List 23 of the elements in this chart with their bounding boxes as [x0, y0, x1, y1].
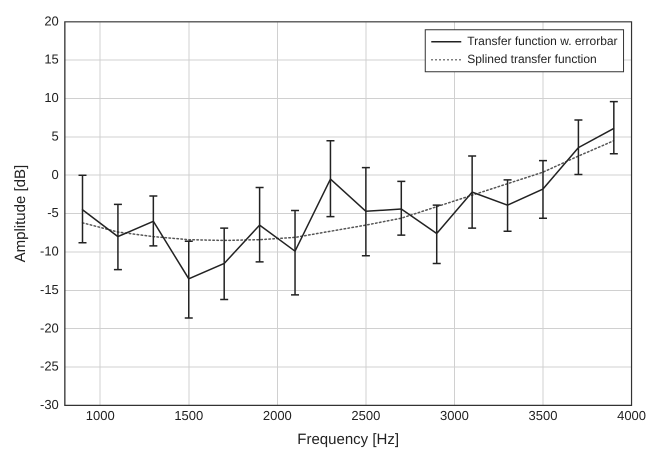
x-axis-title: Frequency [Hz]: [297, 431, 400, 448]
y-tick-label: -15: [40, 282, 59, 297]
y-tick-label: -20: [40, 320, 59, 336]
legend-label: Transfer function w. errorbar: [467, 34, 618, 48]
x-tick-label: 3000: [440, 408, 469, 423]
legend-label: Splined transfer function: [467, 52, 597, 66]
y-tick-label: -30: [40, 396, 59, 412]
x-tick-label: 4000: [617, 408, 646, 423]
y-tick-label: -10: [40, 244, 59, 259]
y-tick-label: 5: [52, 128, 59, 144]
y-tick-label: -5: [47, 205, 59, 220]
y-axis-title: Amplitude [dB]: [12, 164, 30, 262]
x-tick-label: 2000: [262, 408, 292, 423]
x-tick-label: 1000: [86, 408, 115, 423]
y-tick-label: 15: [44, 52, 59, 67]
y-tick-label: -25: [40, 358, 59, 374]
y-tick-label: 10: [44, 90, 59, 106]
x-tick-label: 3500: [528, 408, 558, 423]
line-series: [82, 140, 615, 242]
x-tick-label: 2500: [351, 408, 380, 423]
y-tick-label: 20: [44, 13, 59, 28]
x-tick-label: 1500: [174, 408, 204, 423]
y-tick-label: 0: [52, 166, 59, 182]
